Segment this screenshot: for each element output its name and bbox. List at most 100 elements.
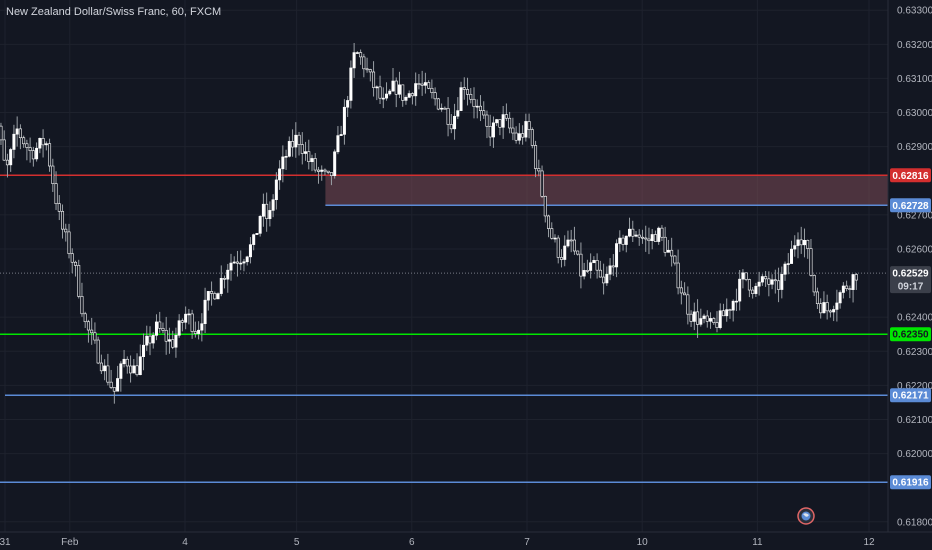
candle-body (731, 300, 735, 311)
candle-body (453, 115, 457, 130)
candle-body (346, 100, 350, 108)
candle-body (841, 285, 845, 293)
candle-body (93, 332, 97, 341)
candle-body (268, 210, 272, 219)
candle-body (83, 313, 87, 323)
candle-body (459, 87, 463, 111)
price-tick-label: 0.62700 (897, 210, 932, 221)
candle-body (362, 56, 366, 70)
candle-body (158, 321, 162, 329)
candle-body (443, 107, 447, 110)
candle-body (822, 302, 826, 314)
candle-body (592, 260, 596, 264)
candle-body (320, 169, 324, 172)
candle-body (650, 234, 654, 242)
candle-body (721, 310, 725, 317)
candle-body (744, 272, 748, 280)
price-tags: 0.62816 0.62728 0.62350 0.62171 0.61916 0.625… (890, 168, 931, 490)
candle-body (394, 80, 398, 95)
countdown-label: 09:17 (898, 282, 924, 293)
candle-body (812, 275, 816, 293)
candle-body (391, 80, 395, 92)
candle-body (504, 114, 508, 119)
candle-body (608, 265, 612, 275)
candle-body (265, 203, 269, 219)
candle-body (783, 263, 787, 275)
horizontal-levels (0, 174, 888, 483)
price-tick-label: 0.62100 (897, 415, 932, 426)
candle-body (738, 278, 742, 302)
candle-body (0, 125, 3, 141)
candle-body (349, 67, 353, 101)
candle-body (307, 151, 311, 163)
candle-body (90, 329, 94, 334)
candle-body (848, 288, 852, 290)
candle-body (232, 261, 236, 264)
time-tick-label: Feb (61, 537, 79, 548)
time-axis[interactable]: 31Feb45671011121 (0, 537, 932, 548)
candle-body (174, 334, 178, 348)
candle-body (67, 231, 71, 254)
candle-body (404, 97, 408, 101)
candle-body (407, 93, 411, 98)
candle-body (475, 105, 479, 108)
candle-body (819, 303, 823, 314)
candle-body (537, 168, 541, 172)
candle-body (48, 143, 52, 167)
candle-body (527, 121, 531, 130)
candle-body (161, 327, 165, 331)
candle-body (430, 87, 434, 93)
candle-body (197, 329, 201, 334)
candle-body (767, 278, 771, 285)
candle-body (728, 309, 732, 311)
current-price-tag (890, 266, 931, 294)
price-axis[interactable]: 0.63300 0.63200 0.63100 0.63000 0.62900 0.627… (897, 6, 932, 529)
candle-body (692, 311, 696, 322)
candle-body (397, 84, 401, 95)
candle-body (381, 97, 385, 100)
grid-lines (0, 0, 888, 532)
price-tick-label: 0.62300 (897, 347, 932, 358)
time-tick-label: 11 (752, 537, 763, 548)
candle-body (142, 344, 146, 357)
candle-body (598, 269, 602, 278)
price-tick-label: 0.62200 (897, 381, 932, 392)
candle-body (103, 365, 107, 372)
candle-body (647, 238, 651, 242)
candle-body (210, 291, 214, 294)
candle-body (563, 245, 567, 260)
globe-icon[interactable] (797, 507, 815, 525)
time-tick-label: 10 (637, 537, 649, 548)
level-price-tag (890, 475, 931, 490)
candle-body (436, 98, 440, 110)
time-tick-label: 4 (182, 537, 188, 548)
candle-body (44, 143, 48, 146)
candle-body (193, 331, 197, 334)
candle-body (245, 256, 249, 263)
candle-body (851, 274, 855, 290)
time-tick-label: 12 (863, 537, 875, 548)
candle-body (679, 287, 683, 294)
candle-body (462, 87, 466, 90)
candle-body (705, 315, 709, 322)
candle-body (304, 151, 308, 154)
candle-body (80, 296, 84, 315)
candle-body (725, 309, 729, 317)
candle-body (605, 273, 609, 284)
candle-body (252, 234, 256, 245)
candle-body (310, 158, 314, 163)
candle-body (86, 321, 90, 331)
price-tick-label: 0.63000 (897, 108, 932, 119)
candle-body (660, 227, 664, 238)
candle-body (106, 365, 110, 383)
candle-body (569, 239, 573, 242)
candle-body (70, 253, 74, 263)
candle-body (294, 134, 298, 148)
candle-body (760, 276, 764, 283)
price-tick-label: 0.62000 (897, 449, 932, 460)
candle-body (223, 278, 227, 280)
candle-body (54, 183, 58, 205)
candle-body (15, 128, 19, 135)
